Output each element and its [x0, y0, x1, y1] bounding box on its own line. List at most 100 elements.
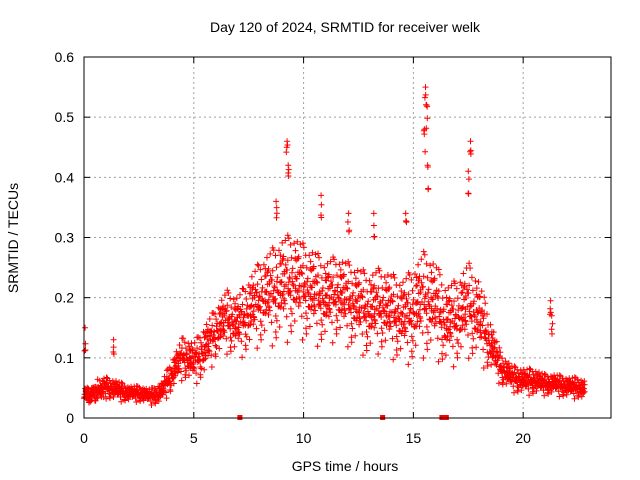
- data-point: [514, 388, 521, 395]
- data-point: [302, 297, 309, 304]
- data-point: [341, 271, 347, 278]
- data-point: [467, 138, 474, 145]
- data-point: [304, 315, 311, 322]
- data-point: [365, 298, 372, 305]
- data-point: [455, 307, 462, 314]
- data-point: [433, 320, 439, 327]
- data-point: [402, 328, 409, 335]
- x-tick-label: 15: [406, 430, 422, 446]
- data-point: [548, 312, 555, 319]
- data-point: [547, 297, 554, 304]
- data-point: [398, 288, 405, 294]
- data-point: [364, 301, 371, 308]
- data-point: [206, 316, 213, 322]
- data-point: [473, 344, 480, 351]
- data-point: [493, 338, 500, 345]
- data-point: [468, 318, 475, 325]
- data-point: [580, 385, 587, 392]
- data-point: [461, 280, 468, 287]
- data-point: [243, 296, 250, 302]
- data-point: [358, 293, 365, 300]
- data-point: [218, 297, 225, 304]
- data-point: [364, 333, 371, 340]
- data-point: [420, 355, 427, 361]
- data-point: [208, 352, 215, 359]
- data-point: [496, 344, 503, 351]
- data-point: [81, 347, 88, 354]
- data-point: [212, 336, 218, 343]
- data-point: [299, 336, 306, 343]
- data-point: [295, 253, 302, 260]
- data-point: [350, 289, 357, 296]
- data-point: [349, 280, 356, 287]
- data-point: [223, 335, 230, 342]
- data-point: [339, 301, 346, 308]
- data-point: [439, 350, 445, 357]
- data-point: [526, 392, 533, 399]
- data-point: [390, 291, 397, 298]
- data-point: [357, 319, 364, 325]
- data-point: [369, 272, 376, 279]
- data-point: [454, 336, 461, 343]
- data-point: [367, 340, 374, 347]
- data-point: [346, 227, 353, 234]
- x-tick-label: 0: [80, 430, 88, 446]
- data-point: [467, 313, 474, 319]
- data-point: [305, 289, 312, 296]
- data-point: [307, 258, 314, 265]
- data-point: [346, 262, 353, 269]
- data-point: [478, 333, 485, 340]
- data-point: [402, 217, 409, 224]
- data-point: [240, 320, 247, 327]
- axis-ticks: 0 0.1 0.2 0.3 0.4 0.5 0.6 0 5 10 15 20: [55, 49, 611, 446]
- data-point: [242, 331, 249, 338]
- data-point: [273, 334, 280, 341]
- data-point: [421, 131, 428, 138]
- data-point: [406, 309, 413, 316]
- data-point: [246, 290, 253, 297]
- data-point: [382, 337, 389, 344]
- data-point: [332, 288, 339, 295]
- data-point: [421, 94, 428, 101]
- data-point: [560, 392, 567, 399]
- data-point: [466, 282, 473, 289]
- data-point: [203, 321, 210, 328]
- data-point: [263, 289, 269, 296]
- data-point: [281, 297, 288, 304]
- data-point: [472, 278, 479, 284]
- data-point: [310, 263, 317, 270]
- data-point: [193, 370, 200, 377]
- data-point: [293, 275, 300, 282]
- data-point: [283, 313, 290, 320]
- data-point: [319, 321, 326, 328]
- data-point: [205, 340, 212, 347]
- data-point: [578, 393, 585, 400]
- data-point: [404, 299, 411, 306]
- data-point: [236, 313, 243, 319]
- data-point: [285, 235, 292, 242]
- data-point: [217, 320, 224, 327]
- data-point: [175, 360, 182, 367]
- chart-title: Day 120 of 2024, SRMTID for receiver wel…: [210, 19, 481, 35]
- data-point: [287, 241, 294, 248]
- data-point: [445, 298, 452, 305]
- data-point: [343, 296, 350, 303]
- data-point: [318, 336, 325, 343]
- data-point: [448, 333, 455, 340]
- data-point: [250, 321, 257, 328]
- data-point: [376, 302, 383, 309]
- data-point: [315, 250, 321, 257]
- data-point: [312, 307, 319, 314]
- data-point: [395, 315, 402, 322]
- data-point: [343, 284, 350, 291]
- data-point: [280, 305, 287, 312]
- data-point: [581, 388, 588, 395]
- data-point: [368, 323, 375, 330]
- data-point: [297, 299, 304, 306]
- data-point: [110, 336, 117, 343]
- data-point: [548, 388, 555, 395]
- data-point: [231, 343, 238, 350]
- data-point: [410, 296, 417, 303]
- data-point: [463, 321, 470, 328]
